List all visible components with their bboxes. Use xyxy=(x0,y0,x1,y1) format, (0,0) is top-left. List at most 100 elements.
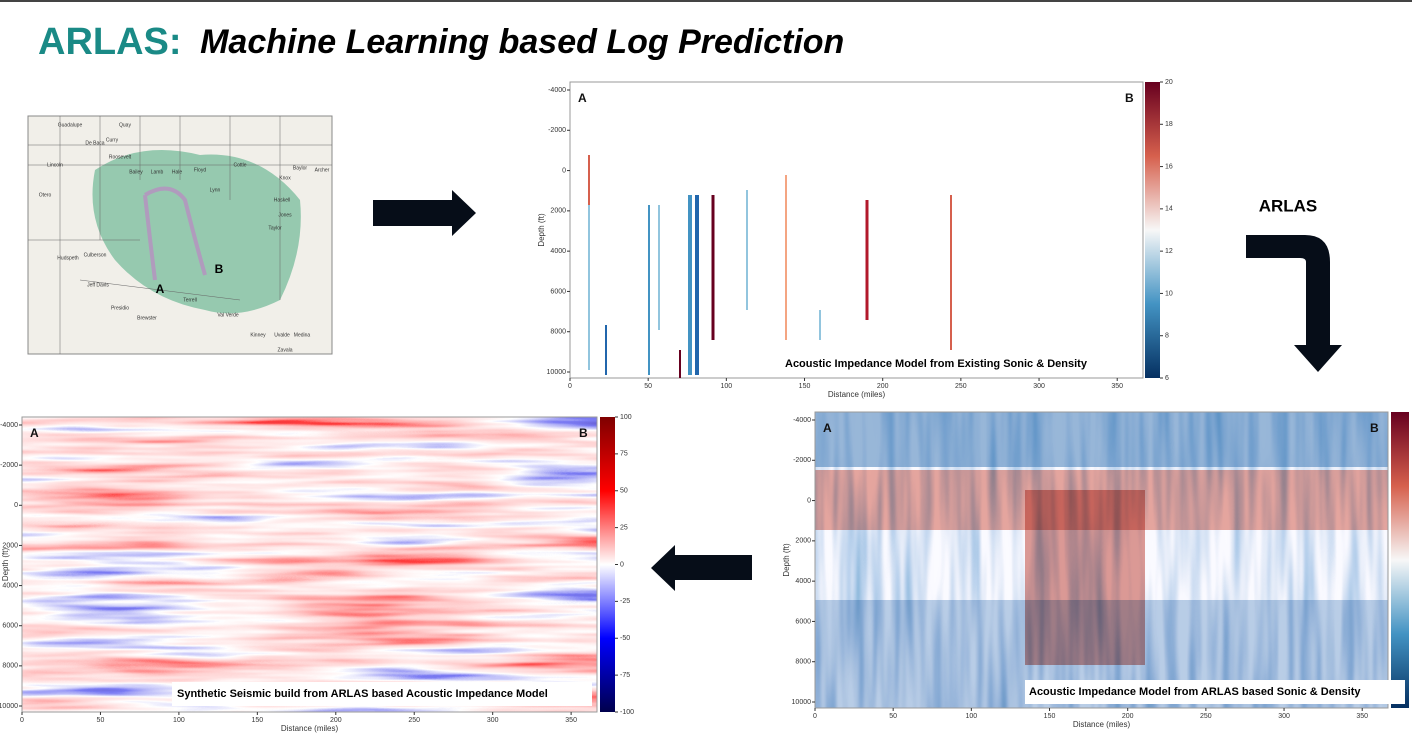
seismic-field xyxy=(22,417,597,712)
y-tick-label: 2000 xyxy=(550,208,566,215)
corner-label-b: B xyxy=(1370,421,1379,435)
title-prefix: ARLAS: xyxy=(38,21,182,63)
colorbar-tick-label: -25 xyxy=(620,598,630,605)
plot-frame xyxy=(569,81,1144,379)
colorbar-tick-label: 10 xyxy=(1165,290,1173,297)
map-label: B xyxy=(215,262,224,276)
colorbar-tick-label: 12 xyxy=(1165,248,1173,255)
x-tick-label: 250 xyxy=(1200,713,1212,720)
arrow-label: ARLAS xyxy=(1259,196,1318,215)
y-tick-label: 8000 xyxy=(795,659,811,666)
panel-caption: Synthetic Seismic build from ARLAS based… xyxy=(177,688,548,700)
x-axis-label: Distance (miles) xyxy=(281,724,339,733)
x-tick-label: 150 xyxy=(1044,713,1056,720)
panel-caption: Acoustic Impedance Model from ARLAS base… xyxy=(1029,686,1361,698)
y-tick-label: 2000 xyxy=(2,542,18,549)
y-tick-label: -2000 xyxy=(0,462,18,469)
arrow-turn xyxy=(1246,235,1342,372)
x-tick-label: 0 xyxy=(568,383,572,390)
map-label: A xyxy=(156,282,165,296)
y-tick-label: -2000 xyxy=(548,127,566,134)
county-name: Culberson xyxy=(84,252,107,258)
x-tick-label: 300 xyxy=(1278,713,1290,720)
y-tick-label: -4000 xyxy=(548,87,566,94)
section-line xyxy=(143,186,207,281)
x-tick-label: 350 xyxy=(565,717,577,724)
x-tick-label: 200 xyxy=(1122,713,1134,720)
y-tick-label: -4000 xyxy=(0,422,18,429)
colorbar-tick-label: 18 xyxy=(1165,121,1173,128)
colorbar-tick-label: 6 xyxy=(1165,375,1169,382)
county-name: Brewster xyxy=(137,315,157,321)
county-name: Bailey xyxy=(129,169,143,175)
x-tick-label: 350 xyxy=(1111,383,1123,390)
caption-box xyxy=(172,682,592,706)
county-name: Baylor xyxy=(293,165,308,171)
county-name: Curry xyxy=(106,137,119,143)
county-name: Zavala xyxy=(277,347,292,353)
plot-frame xyxy=(814,411,1389,709)
county-name: Presidio xyxy=(111,305,129,311)
x-tick-label: 200 xyxy=(877,383,889,390)
county-name: Jones xyxy=(278,212,292,218)
county-name: Lamb xyxy=(151,169,164,175)
y-tick-label: 6000 xyxy=(2,623,18,630)
caption-box xyxy=(1025,680,1405,704)
county-name: Otero xyxy=(39,192,52,198)
county-name: De Baca xyxy=(85,140,104,146)
corner-label-a: A xyxy=(30,426,39,440)
colorbar-tick-label: 0 xyxy=(620,561,624,568)
x-tick-label: 50 xyxy=(644,383,652,390)
y-tick-label: 6000 xyxy=(795,618,811,625)
county-name: Medina xyxy=(294,332,311,338)
y-axis-label: Depth (ft) xyxy=(1,547,10,581)
y-tick-label: -4000 xyxy=(793,417,811,424)
colorbar-tick-label: 50 xyxy=(620,488,628,495)
x-axis-label: Distance (miles) xyxy=(828,390,886,399)
x-tick-label: 100 xyxy=(721,383,733,390)
county-name: Taylor xyxy=(268,225,282,231)
x-tick-label: 100 xyxy=(966,713,978,720)
y-tick-label: 10000 xyxy=(0,703,18,710)
x-tick-label: 250 xyxy=(408,717,420,724)
county-name: Kinney xyxy=(250,332,266,338)
y-tick-label: 8000 xyxy=(550,329,566,336)
arrow-left xyxy=(651,545,752,591)
colorbar xyxy=(1145,82,1160,378)
x-tick-label: 50 xyxy=(97,717,105,724)
colorbar xyxy=(600,417,615,712)
corner-label-b: B xyxy=(579,426,588,440)
y-axis-label: Depth (ft) xyxy=(537,213,546,247)
county-name: Jeff Davis xyxy=(87,282,109,288)
corner-label-b: B xyxy=(1125,91,1134,105)
y-tick-label: 2000 xyxy=(795,538,811,545)
y-tick-label: 10000 xyxy=(547,369,567,376)
colorbar-tick-label: -50 xyxy=(620,635,630,642)
county-name: Lincoln xyxy=(47,162,63,168)
y-tick-label: 4000 xyxy=(795,578,811,585)
title-main: Machine Learning based Log Prediction xyxy=(200,23,844,61)
county-name: Haskell xyxy=(274,197,290,203)
county-name: Archer xyxy=(315,167,330,173)
plot-frame xyxy=(21,416,598,713)
x-tick-label: 200 xyxy=(330,717,342,724)
colorbar-tick-label: 25 xyxy=(620,524,628,531)
y-tick-label: 6000 xyxy=(550,288,566,295)
county-name: Hale xyxy=(172,169,183,175)
county-name: Knox xyxy=(279,175,291,181)
panel-caption: Acoustic Impedance Model from Existing S… xyxy=(785,358,1088,370)
county-name: Cottle xyxy=(233,162,246,168)
colorbar-tick-label: 75 xyxy=(620,451,628,458)
arrow-right xyxy=(373,190,476,236)
county-grid xyxy=(28,116,332,354)
x-tick-label: 100 xyxy=(173,717,185,724)
county-name: Uvalde xyxy=(274,332,290,338)
county-name: Floyd xyxy=(194,167,206,173)
colorbar-tick-label: -100 xyxy=(620,709,634,716)
x-axis-label: Distance (miles) xyxy=(1073,720,1131,729)
y-axis-label: Depth (ft) xyxy=(782,543,791,577)
y-tick-label: 10000 xyxy=(792,699,812,706)
